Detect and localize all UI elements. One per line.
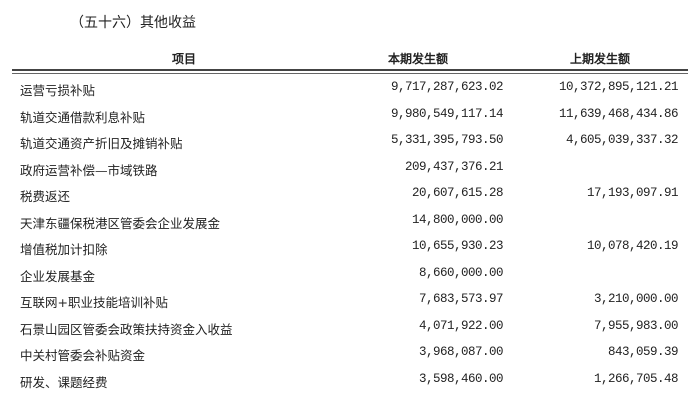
current-amount: 5,331,395,793.50: [390, 133, 504, 147]
current-amount: 9,980,549,117.14: [390, 106, 504, 121]
table-row: 互联网+职业技能培训补贴 7,683,573.97 3,210,000.00: [0, 292, 700, 312]
previous-amount: 3,210,000.00: [593, 292, 679, 306]
header-previous-period: 上期发生额: [570, 52, 631, 66]
item-name: 运营亏损补贴: [20, 83, 96, 98]
item-name: 中关村管委会补贴资金: [20, 348, 146, 363]
table-row: 企业发展基金 8,660,000.00: [0, 266, 700, 286]
current-amount: 3,598,460.00: [418, 371, 504, 386]
previous-amount: 10,078,420.19: [586, 239, 679, 253]
table-row: 轨道交通资产折旧及摊销补贴 5,331,395,793.50 4,605,039,3…: [0, 133, 700, 153]
item-name: 研发、课题经费: [20, 374, 108, 390]
current-amount: 3,968,087.00: [418, 345, 504, 359]
table-row: 轨道交通借款利息补贴 9,980,549,117.14 11,639,468,434…: [0, 107, 700, 127]
item-name: 企业发展基金: [20, 268, 96, 284]
previous-amount: 11,639,468,434.86: [558, 106, 679, 121]
current-amount: 209,437,376.21: [404, 159, 504, 174]
current-amount: 7,683,573.97: [418, 292, 504, 306]
item-name: 增值税加计扣除: [20, 242, 108, 257]
current-amount: 20,607,615.28: [411, 186, 504, 200]
current-amount: 10,655,930.23: [411, 239, 504, 253]
table-row: 运营亏损补贴 9,717,287,623.02 10,372,895,121.21: [0, 80, 700, 100]
header-item: 项目: [172, 52, 197, 66]
previous-amount: 10,372,895,121.21: [558, 80, 679, 94]
current-amount: 8,660,000.00: [418, 265, 504, 280]
item-name: 轨道交通借款利息补贴: [20, 109, 146, 125]
previous-amount: 843,059.39: [607, 345, 679, 359]
current-amount: 9,717,287,623.02: [390, 80, 504, 94]
table-row: 石景山园区管委会政策扶持资金入收益 4,071,922.00 7,955,983.0…: [0, 319, 700, 339]
current-amount: 4,071,922.00: [418, 318, 504, 333]
table-row: 中关村管委会补贴资金 3,968,087.00 843,059.39: [0, 345, 700, 365]
previous-amount: 4,605,039,337.32: [565, 133, 679, 147]
table-row: 天津东疆保税港区管委会企业发展金 14,800,000.00: [0, 213, 700, 233]
item-name: 互联网+职业技能培训补贴: [20, 295, 168, 310]
item-name: 政府运营补偿—市域铁路: [20, 162, 158, 178]
section-title: （五十六）其他收益: [70, 15, 196, 31]
table-row: 税费返还 20,607,615.28 17,193,097.91: [0, 186, 700, 206]
item-name: 税费返还: [20, 189, 71, 204]
current-amount: 14,800,000.00: [411, 212, 504, 227]
item-name: 石景山园区管委会政策扶持资金入收益: [20, 321, 233, 337]
table-row: 政府运营补偿—市域铁路 209,437,376.21: [0, 160, 700, 180]
item-name: 天津东疆保税港区管委会企业发展金: [20, 215, 221, 231]
item-name: 轨道交通资产折旧及摊销补贴: [20, 136, 183, 151]
header-rule-thin: [12, 73, 688, 74]
previous-amount: 7,955,983.00: [593, 318, 679, 333]
table-row: 研发、课题经费 3,598,460.00 1,266,705.48: [0, 372, 700, 392]
header-current-period: 本期发生额: [388, 52, 449, 66]
previous-amount: 1,266,705.48: [593, 371, 679, 386]
previous-amount: 17,193,097.91: [586, 186, 679, 200]
header-rule: [12, 69, 688, 71]
table-row: 增值税加计扣除 10,655,930.23 10,078,420.19: [0, 239, 700, 259]
